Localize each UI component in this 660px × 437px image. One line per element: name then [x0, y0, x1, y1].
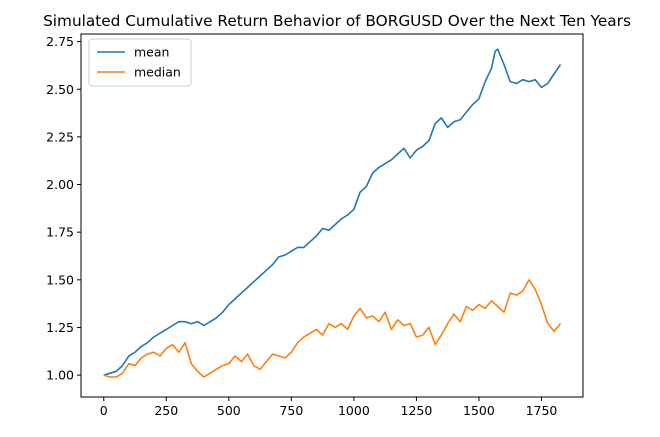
y-tick-label: 1.50 [46, 272, 74, 287]
x-tick-label: 1000 [338, 403, 370, 418]
x-tick-label: 250 [154, 403, 178, 418]
plot-area [103, 48, 562, 378]
y-tick-label: 1.75 [46, 225, 74, 240]
y-tick-label: 2.50 [46, 82, 74, 97]
axes-frame [80, 33, 584, 398]
x-tick-label: 750 [279, 403, 303, 418]
series-line-mean [103, 48, 562, 376]
y-tick-label: 2.25 [46, 129, 74, 144]
y-tick-label: 2.75 [46, 34, 74, 49]
x-tick-label: 500 [217, 403, 241, 418]
x-tick-label: 0 [100, 403, 108, 418]
legend-box [88, 38, 192, 87]
y-axis: 1.00 1.25 1.50 1.75 2.00 2.25 2.50 2.75 [46, 34, 81, 383]
y-tick-label: 2.00 [46, 177, 74, 192]
legend-label-median: median [134, 65, 181, 80]
x-tick-label: 1500 [463, 403, 495, 418]
y-tick-label: 1.00 [46, 368, 74, 383]
x-tick-label: 1750 [526, 403, 558, 418]
x-axis: 0 250 500 750 1000 1250 1500 1750 [100, 397, 558, 418]
series-line-median [103, 278, 562, 378]
legend-label-mean: mean [134, 45, 169, 60]
x-tick-label: 1250 [401, 403, 433, 418]
legend: mean median [88, 38, 192, 87]
y-tick-label: 1.25 [46, 320, 74, 335]
chart-title: Simulated Cumulative Return Behavior of … [43, 12, 631, 30]
